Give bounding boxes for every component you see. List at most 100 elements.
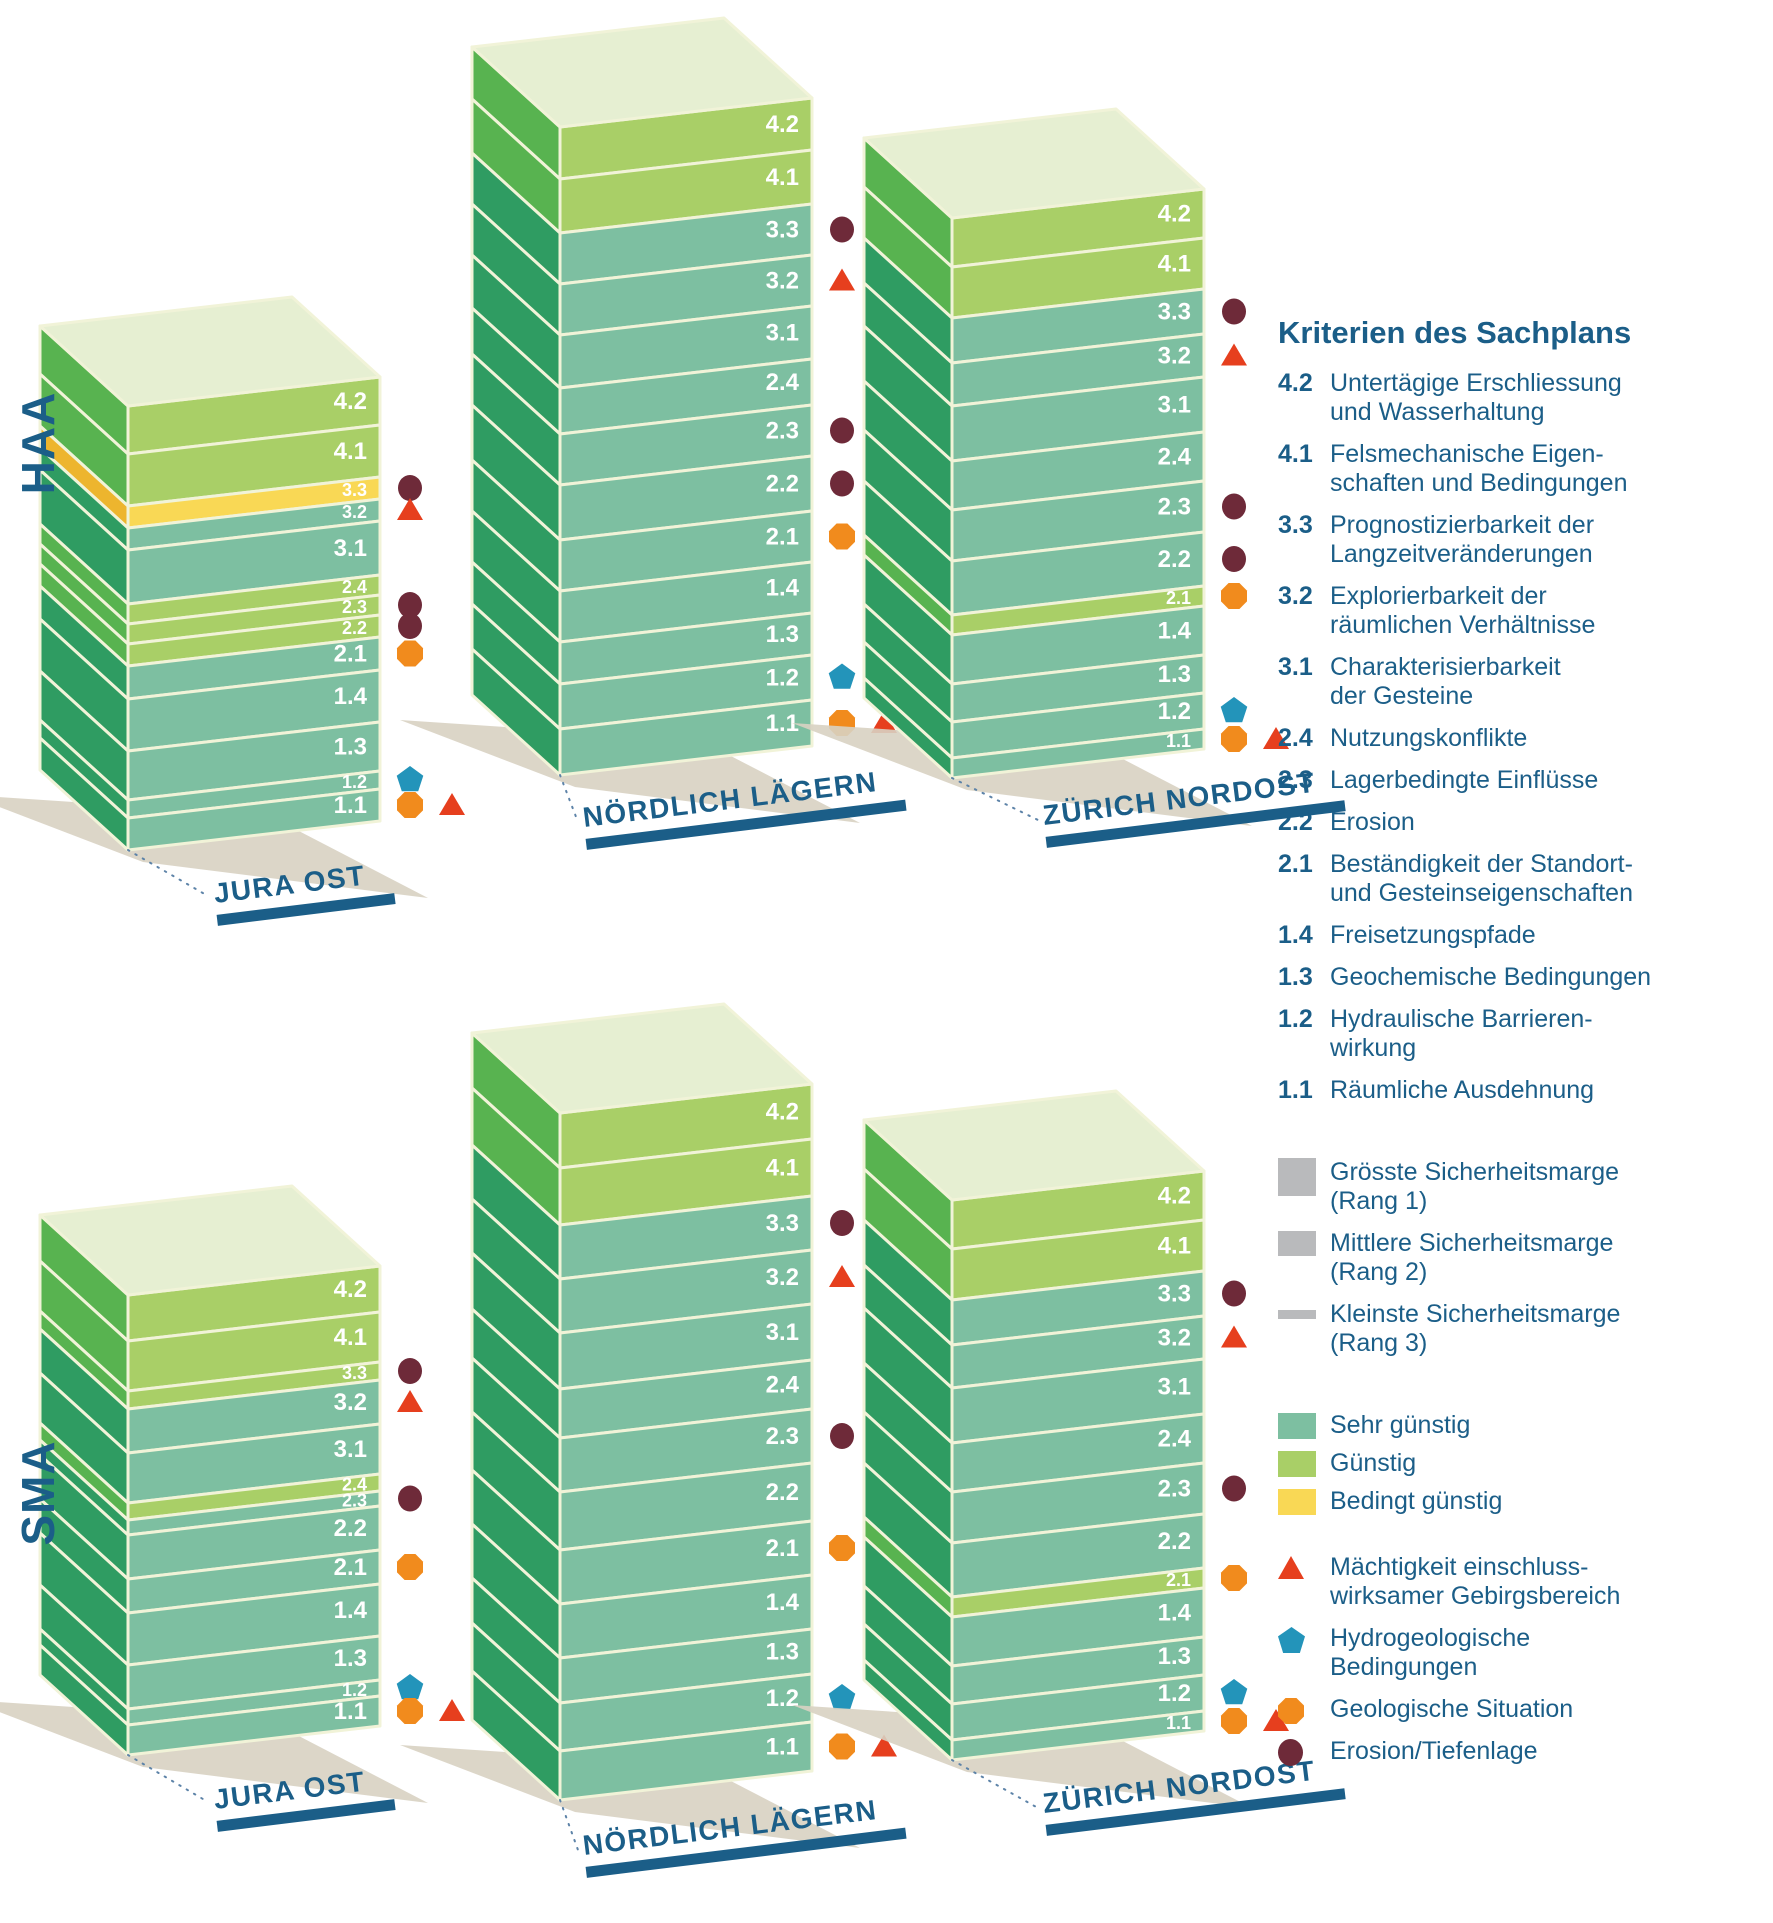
stack-sma-nrdlich-lgern-layer-3.1-label: 3.1: [766, 1319, 799, 1346]
stack-sma-jura-ost-layer-4.2-label: 4.2: [334, 1276, 367, 1303]
stack-sma-jura-ost-marker-erosion_tiefenlage-2.3: [398, 1485, 422, 1512]
stack-haa-jura-ost-layer-2.1-label: 2.1: [334, 641, 367, 668]
stack-sma-nrdlich-lgern-marker-hydrogeologie-1.2: [828, 1684, 856, 1710]
criteria-number: 1.1: [1278, 1076, 1313, 1104]
stack-sma-zrich-nordost-marker-geologie-2.1: [1221, 1565, 1247, 1591]
margin-rang3-label: Kleinste Sicherheitsmarge (Rang 3): [1330, 1300, 1621, 1357]
stack-sma-nrdlich-lgern-layer-1.4-label: 1.4: [766, 1589, 800, 1616]
stack-haa-zrich-nordost-layer-4.1-label: 4.1: [1158, 251, 1191, 278]
marker-maechtigkeit-item: Mächtigkeit einschluss- wirksamer Gebirg…: [1278, 1553, 1770, 1611]
stack-haa-nrdlich-lgern-marker-erosion_tiefenlage-2.2: [830, 470, 854, 497]
stack-sma-zrich-nordost-layer-1.1-front: [950, 1709, 1206, 1762]
stack-haa-zrich-nordost-layer-3.1-label: 3.1: [1158, 392, 1191, 419]
stack-sma-jura-ost-marker-hydrogeologie-1.2: [396, 1674, 424, 1700]
sehr-guenstig-swatch-icon: [1278, 1413, 1316, 1439]
stack-haa-nrdlich-lgern-marker-erosion_tiefenlage-3.3: [830, 216, 854, 243]
stack-sma-zrich-nordost-layer-2.1-label: 2.1: [1166, 1570, 1191, 1590]
stack-haa-nrdlich-lgern-layer-2.3-label: 2.3: [766, 418, 799, 445]
criteria-text: Geochemische Bedingungen: [1330, 963, 1652, 991]
stack-sma-zrich-nordost-layer-1.3-label: 1.3: [1158, 1643, 1191, 1670]
stack-sma-jura-ost-layer-1.4-label: 1.4: [334, 1597, 368, 1624]
criteria-text: Freisetzungspfade: [1330, 921, 1536, 949]
stack-haa-zrich-nordost-layer-1.2-label: 1.2: [1158, 698, 1191, 725]
stack-haa-jura-ost-layer-1.2-label: 1.2: [342, 772, 367, 792]
marker-hydrogeologie-item: Hydrogeologische Bedingungen: [1278, 1624, 1770, 1682]
criteria-text: Untertägige Erschliessung und Wasserhalt…: [1330, 369, 1622, 426]
stack-sma-jura-ost-marker-geologie-1.1: [397, 1698, 423, 1724]
stack-sma-jura-ost-marker-geologie-2.1: [397, 1554, 423, 1580]
hydrogeologie-pentagon-icon: [1278, 1627, 1305, 1653]
stack-haa-nrdlich-lgern-marker-maechtigkeit-1.1: [871, 711, 897, 733]
stack-sma-zrich-nordost-layer-1.1-label: 1.1: [1166, 1713, 1191, 1733]
stack-sma-zrich-nordost-layer-1.2-label: 1.2: [1158, 1680, 1191, 1707]
stack-haa-jura-ost-leader-line: [127, 849, 209, 897]
stack-sma-zrich-nordost-marker-maechtigkeit-3.2: [1221, 1325, 1247, 1348]
stack-haa-zrich-nordost-marker-geologie-2.1: [1221, 583, 1247, 609]
stack-haa-nrdlich-lgern-marker-geologie-2.1: [829, 523, 855, 550]
criteria-number: 2.4: [1278, 724, 1313, 752]
stack-sma-jura-ost-marker-erosion_tiefenlage-3.3: [398, 1358, 422, 1384]
stack-sma-nrdlich-lgern-marker-erosion_tiefenlage-2.3: [830, 1423, 854, 1449]
stack-sma-nrdlich-lgern-layer-1.3-label: 1.3: [766, 1639, 799, 1666]
stack-sma-nrdlich-lgern-layer-2.3-label: 2.3: [766, 1423, 799, 1450]
stack-haa-jura-ost-layer-2.3-label: 2.3: [342, 597, 367, 617]
rating-guenstig-item: Günstig: [1278, 1449, 1770, 1478]
stack-haa-nrdlich-lgern-leader-line: [559, 774, 579, 823]
stack-sma-nrdlich-lgern-ground-shadow: [400, 1745, 860, 1848]
criteria-number: 3.1: [1278, 653, 1313, 681]
stack-sma-nrdlich-lgern-layer-2.1-label: 2.1: [766, 1535, 799, 1562]
stack-sma-nrdlich-lgern-layer-3.2-label: 3.2: [766, 1264, 799, 1291]
stack-sma-zrich-nordost-ground-shadow: [792, 1705, 1252, 1808]
stack-haa-jura-ost-marker-erosion_tiefenlage-3.3: [398, 475, 422, 501]
rang3-swatch-icon: [1278, 1310, 1316, 1319]
stack-haa-jura-ost-marker-geologie-1.1: [397, 792, 423, 818]
stack-haa-zrich-nordost-layer-1.4-label: 1.4: [1158, 618, 1192, 645]
stack-haa-nrdlich-lgern-ground-shadow: [400, 720, 860, 823]
stack-sma-jura-ost-layer-3.1-label: 3.1: [334, 1436, 367, 1463]
stack-haa-nrdlich-lgern-layer-3.2-label: 3.2: [766, 268, 799, 295]
criteria-item-4-1: 4.1 Felsmechanische Eigen- schaften und …: [1278, 440, 1770, 498]
stack-sma-jura-ost-layer-3.3-label: 3.3: [342, 1363, 367, 1383]
legend-panel: Kriterien des Sachplans 4.2 Untertägige …: [1278, 317, 1770, 1779]
stack-sma-jura-ost-top-face: [38, 1184, 382, 1297]
stack-sma-zrich-nordost-marker-erosion_tiefenlage-2.3: [1222, 1475, 1246, 1502]
stack-sma-zrich-nordost-layer-4.2-label: 4.2: [1158, 1183, 1191, 1210]
stack-haa-jura-ost-marker-hydrogeologie-1.2: [396, 766, 424, 792]
stack-haa-jura-ost-layer-4.1-label: 4.1: [334, 438, 367, 465]
stack-haa-zrich-nordost-ground-shadow: [792, 723, 1252, 826]
stack-sma-nrdlich-lgern-marker-geologie-2.1: [829, 1535, 855, 1561]
stack-haa-jura-ost-layer-2.4-label: 2.4: [342, 577, 367, 597]
stack-haa-nrdlich-lgern-layer-4.1-label: 4.1: [766, 164, 799, 191]
stack-sma-jura-ost-marker-maechtigkeit-3.2: [397, 1390, 423, 1412]
stack-haa-nrdlich-lgern-layer-2.1-label: 2.1: [766, 524, 799, 551]
stack-sma-nrdlich-lgern-layer-1.1-label: 1.1: [766, 1734, 799, 1761]
criteria-text: Nutzungskonflikte: [1330, 724, 1528, 752]
criteria-number: 2.3: [1278, 766, 1313, 794]
criteria-item-1-3: 1.3 Geochemische Bedingungen: [1278, 963, 1770, 992]
rating-bedingt-guenstig-item: Bedingt günstig: [1278, 1487, 1770, 1516]
stack-sma-nrdlich-lgern-leader-line: [559, 1799, 579, 1851]
stack-sma-zrich-nordost-layer-2.4-label: 2.4: [1158, 1426, 1192, 1453]
stack-sma-zrich-nordost-marker-maechtigkeit-1.1: [1263, 1709, 1289, 1731]
criteria-item-2-2: 2.2 Erosion: [1278, 808, 1770, 837]
stack-haa-nrdlich-lgern-marker-hydrogeologie-1.2: [828, 663, 856, 689]
stack-sma-nrdlich-lgern-top-face: [470, 1002, 814, 1115]
stack-sma-zrich-nordost-layer-4.1-label: 4.1: [1158, 1233, 1191, 1260]
criteria-text: Hydraulische Barrieren- wirkung: [1330, 1005, 1593, 1062]
criteria-text: Beständigkeit der Standort- und Gesteins…: [1330, 850, 1633, 907]
stack-haa-nrdlich-lgern-layer-1.2-label: 1.2: [766, 665, 799, 692]
stack-sma-jura-ost-layer-2.2-label: 2.2: [334, 1515, 367, 1542]
stack-sma-jura-ost-layer-1.2-label: 1.2: [342, 1680, 367, 1700]
stack-haa-nrdlich-lgern-layer-3.1-label: 3.1: [766, 320, 799, 347]
stack-sma-nrdlich-lgern-layer-4.1-label: 4.1: [766, 1155, 799, 1182]
stack-haa-jura-ost-layer-1.4-label: 1.4: [334, 683, 368, 710]
stack-haa-zrich-nordost-layer-2.4-label: 2.4: [1158, 444, 1192, 471]
stack-sma-zrich-nordost-layer-1.4-label: 1.4: [1158, 1600, 1192, 1627]
rating-label: Günstig: [1330, 1449, 1417, 1477]
stack-sma-jura-ost-layer-3.2-label: 3.2: [334, 1389, 367, 1416]
stack-haa-zrich-nordost-marker-erosion_tiefenlage-2.2: [1222, 546, 1246, 572]
stack-haa-jura-ost-layer-3.1-label: 3.1: [334, 535, 367, 562]
criteria-item-1-2: 1.2 Hydraulische Barrieren- wirkung: [1278, 1005, 1770, 1063]
criteria-text: Erosion: [1330, 808, 1415, 836]
